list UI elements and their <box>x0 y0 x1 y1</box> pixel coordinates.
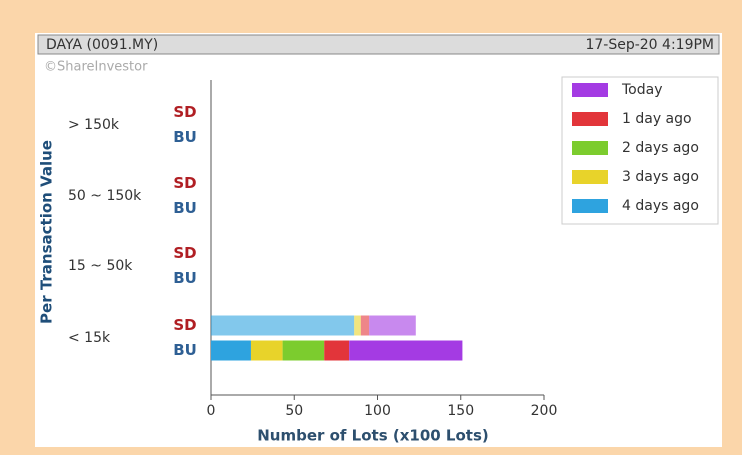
y-axis-title: Per Transaction Value <box>38 140 56 324</box>
legend-label: 1 day ago <box>622 111 692 127</box>
x-tick-label: 150 <box>447 403 474 419</box>
sub-category-label: SD <box>173 244 196 262</box>
legend-label: 3 days ago <box>622 169 699 185</box>
legend-label: Today <box>621 82 663 98</box>
legend-label: 2 days ago <box>622 140 699 156</box>
category-label: < 15k <box>68 330 111 346</box>
sub-category-label: SD <box>173 316 196 334</box>
bar-segment <box>360 315 370 336</box>
legend-swatch <box>572 83 608 97</box>
bar-segment <box>250 340 283 361</box>
legend-label: 4 days ago <box>622 198 699 214</box>
timestamp: 17-Sep-20 4:19PM <box>585 37 714 53</box>
bar-segment <box>211 340 251 361</box>
symbol: DAYA (0091.MY) <box>46 37 158 53</box>
x-axis-title: Number of Lots (x100 Lots) <box>257 427 489 445</box>
legend-swatch <box>572 141 608 155</box>
bar-segment <box>282 340 325 361</box>
category-label: 50 ~ 150k <box>68 188 142 204</box>
category-label: 15 ~ 50k <box>68 258 133 274</box>
category-label: > 150k <box>68 117 120 133</box>
legend-swatch <box>572 170 608 184</box>
sub-category-label: BU <box>173 341 197 359</box>
watermark: ©ShareInvestor <box>44 60 148 75</box>
sub-category-label: BU <box>173 199 197 217</box>
x-tick-label: 200 <box>531 403 558 419</box>
bar-segment <box>324 340 350 361</box>
sub-category-label: SD <box>173 174 196 192</box>
sub-category-label: BU <box>173 128 197 146</box>
header-bar <box>37 34 720 55</box>
bar-segment <box>349 340 463 361</box>
sub-category-label: BU <box>173 269 197 287</box>
sub-category-label: SD <box>173 103 196 121</box>
x-tick-label: 0 <box>207 403 216 419</box>
x-tick-label: 50 <box>285 403 303 419</box>
bar-segment <box>369 315 416 336</box>
legend-swatch <box>572 112 608 126</box>
bar-segment <box>354 315 361 336</box>
legend-swatch <box>572 199 608 213</box>
bar-segment <box>211 315 355 336</box>
x-tick-label: 100 <box>364 403 391 419</box>
